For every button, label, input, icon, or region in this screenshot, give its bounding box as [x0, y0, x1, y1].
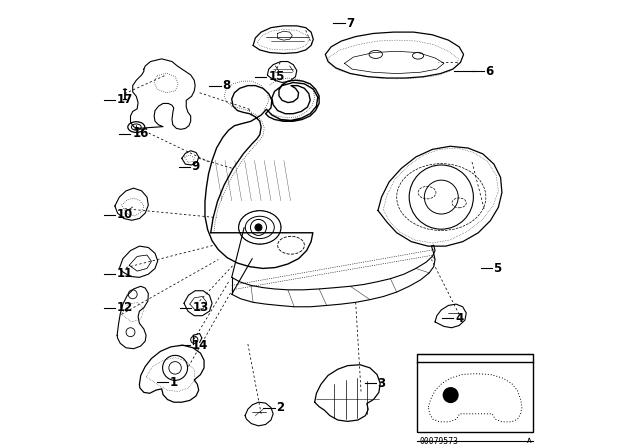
Text: 17: 17 [116, 93, 133, 106]
Text: 10: 10 [116, 208, 133, 221]
Circle shape [255, 224, 262, 231]
Circle shape [443, 387, 459, 403]
Text: 8: 8 [222, 79, 230, 92]
Text: 6: 6 [485, 65, 493, 78]
Text: 7: 7 [346, 17, 355, 30]
Text: 2: 2 [276, 401, 284, 414]
Text: 9: 9 [191, 160, 200, 173]
Text: 1: 1 [170, 375, 179, 388]
Text: 12: 12 [116, 301, 133, 314]
Text: 11: 11 [116, 267, 133, 280]
Text: 5: 5 [493, 262, 502, 275]
Text: 00079573: 00079573 [419, 437, 458, 446]
Text: ∧: ∧ [526, 436, 533, 445]
Text: 4: 4 [455, 312, 463, 325]
Text: 14: 14 [191, 339, 208, 352]
Text: 3: 3 [378, 376, 386, 389]
Bar [417, 353, 533, 431]
Text: 16: 16 [132, 127, 148, 140]
Text: 13: 13 [193, 301, 209, 314]
Text: 15: 15 [268, 70, 285, 83]
